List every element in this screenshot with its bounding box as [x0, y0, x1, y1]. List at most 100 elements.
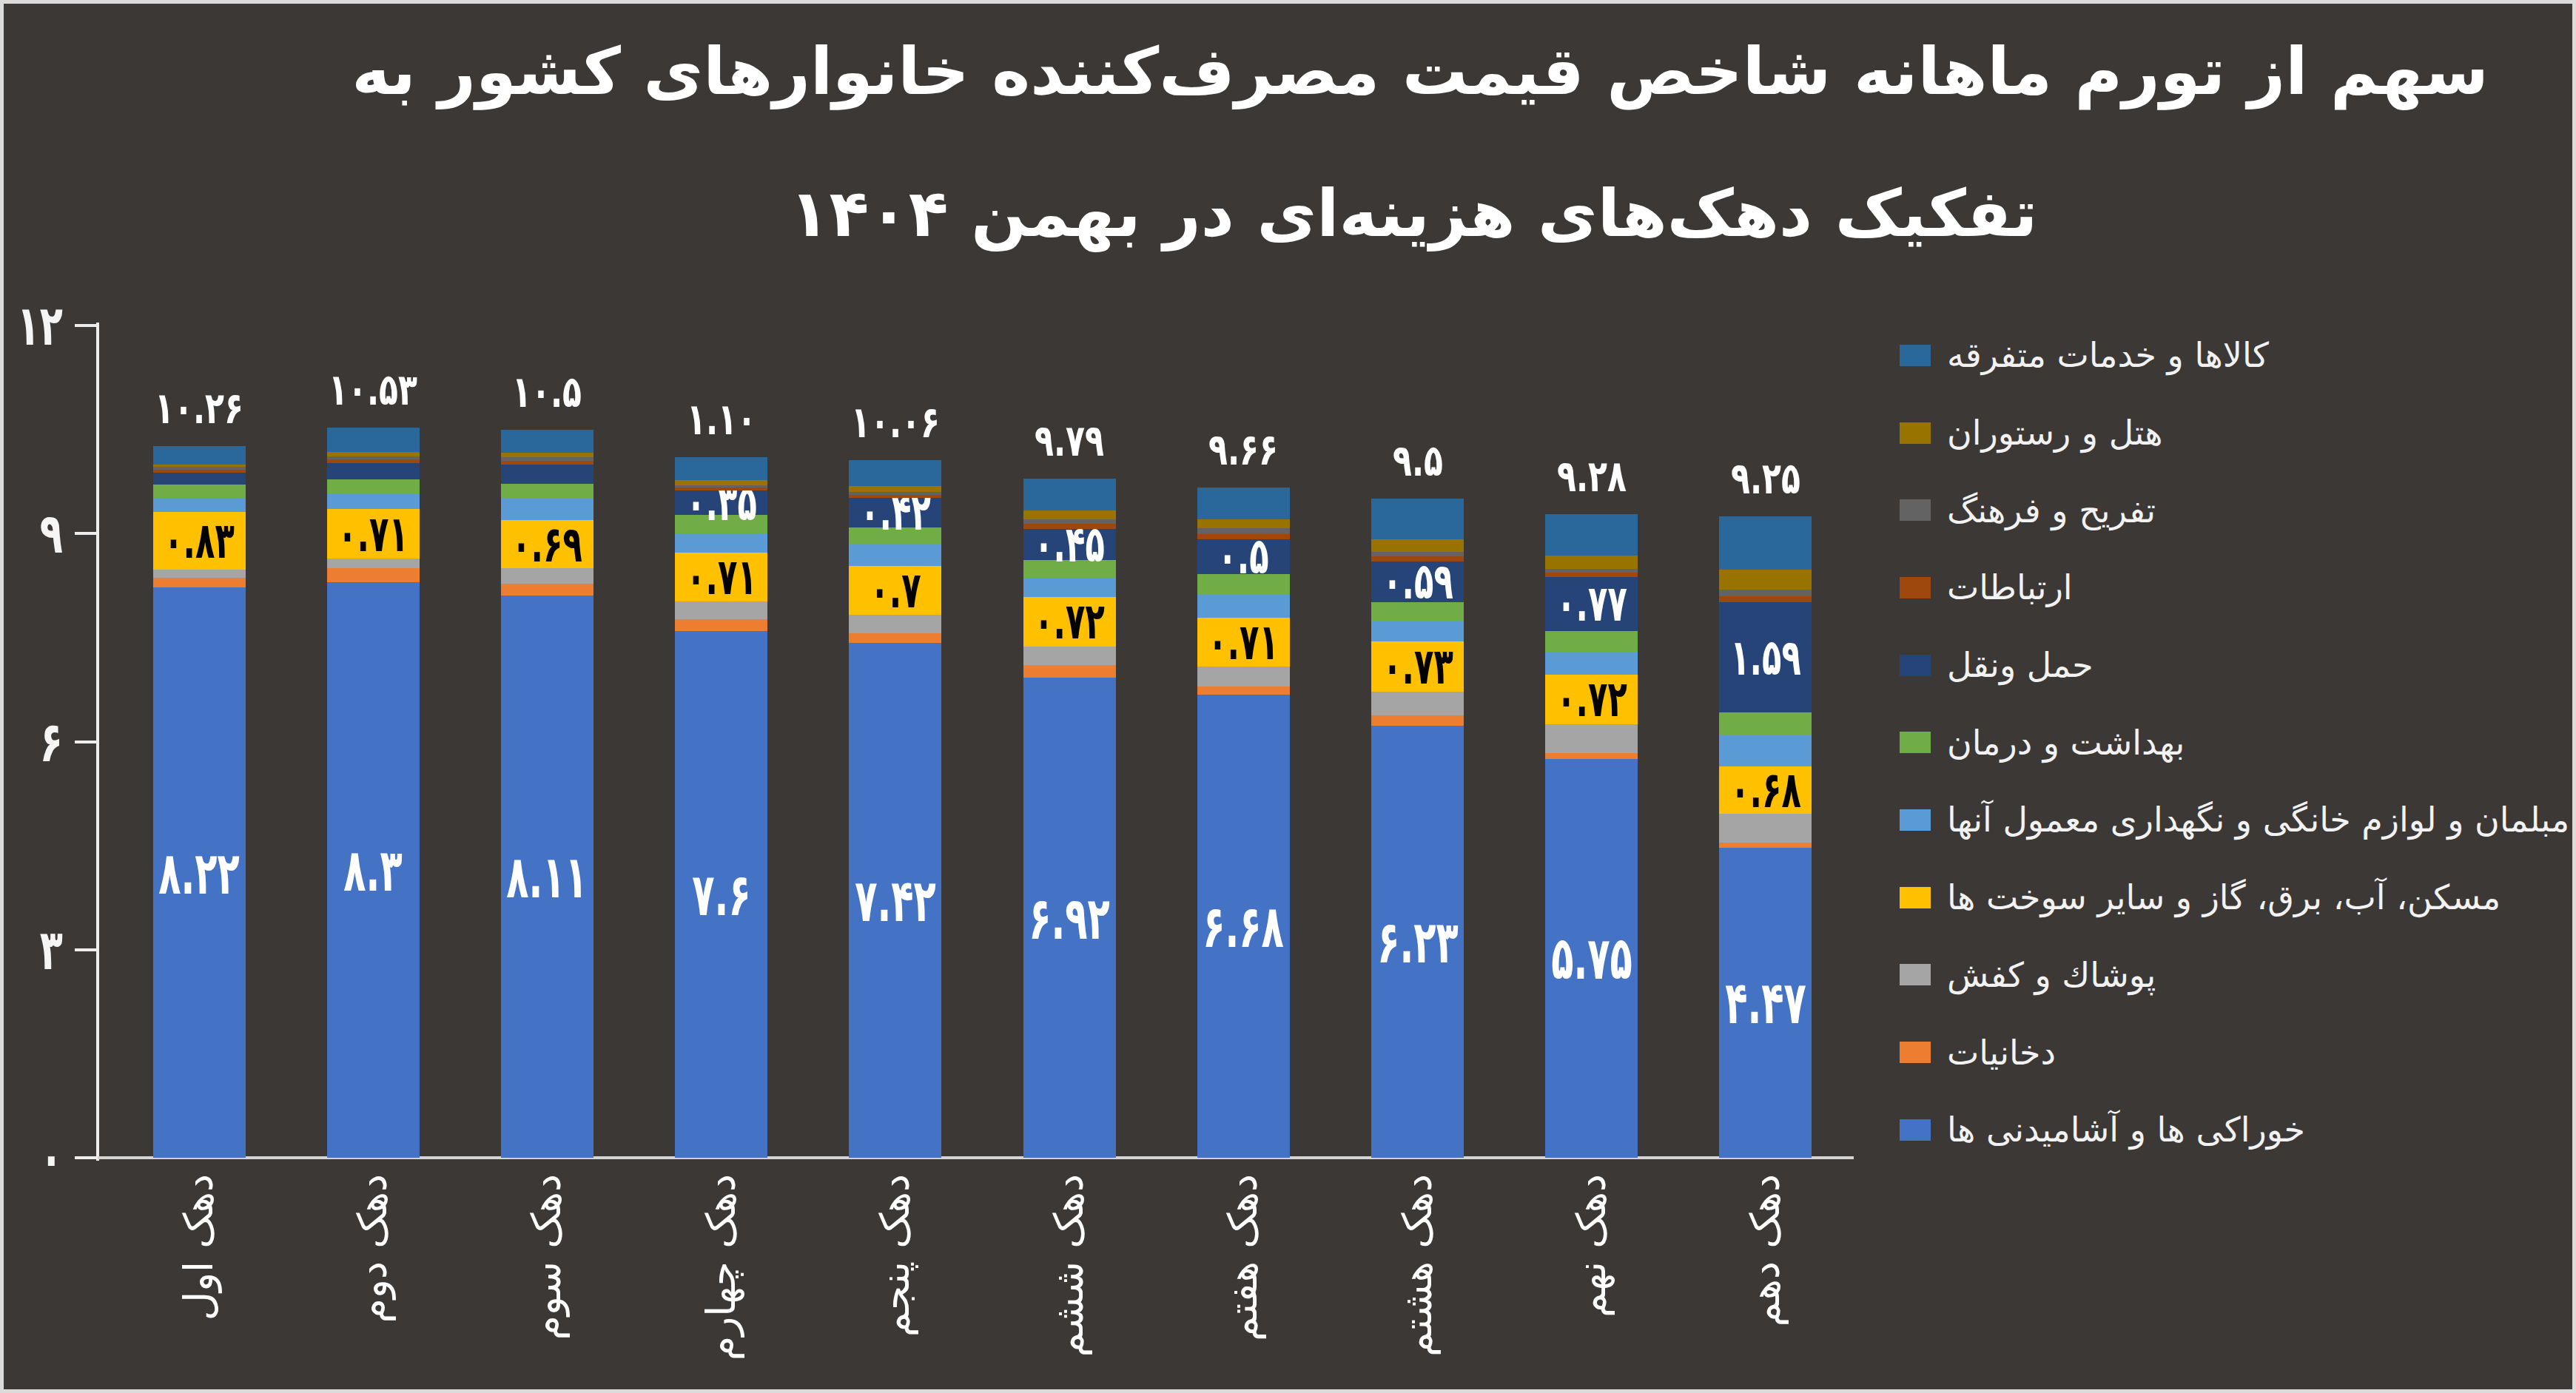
- chart-title-line-2: تفکیک دهک‌های هزینه‌ای در بهمن ۱۴۰۴: [790, 175, 2038, 252]
- bar-segment: [1545, 753, 1638, 759]
- bar-total-label: ۹.۶۶: [1208, 425, 1278, 475]
- legend-swatch: [1900, 964, 1931, 985]
- bar-segment: [849, 544, 941, 566]
- legend-item: کالاها و خدمات متفرقه: [1900, 317, 2569, 394]
- segment-value-label: ۷.۶: [692, 860, 750, 928]
- bar-total-label: ۱۰.۵: [512, 366, 582, 416]
- legend-label: هتل و رستوران: [1947, 413, 2163, 453]
- bar-segment: [1371, 621, 1464, 641]
- bar-segment: [675, 533, 767, 552]
- legend-swatch: [1900, 655, 1931, 676]
- bar-total-label: ۹.۲۸: [1557, 451, 1627, 502]
- bar-segment: [1719, 843, 1812, 848]
- legend-label: پوشاك و كفش: [1947, 955, 2156, 995]
- bar-segment: [327, 428, 420, 452]
- bar-segment: [1197, 687, 1290, 695]
- segment-value-label: ۰.۷۱: [686, 547, 757, 606]
- legend-label: دخانیات: [1947, 1033, 2056, 1073]
- x-axis-category-label: دهک پنجم: [872, 1174, 918, 1337]
- bar-segment: [1197, 595, 1290, 618]
- bar-segment: [675, 457, 767, 480]
- bar-segment: [327, 568, 420, 582]
- legend-swatch: [1900, 577, 1931, 598]
- bar-segment: [153, 470, 246, 473]
- x-axis-category-label: دهک ششم: [1046, 1174, 1092, 1357]
- legend-item: تفریح و فرهنگ: [1900, 471, 2569, 549]
- chart-title-line-1: سهم از تورم ماهانه شاخص قیمت مصرف‌کننده …: [352, 33, 2488, 109]
- bar-segment: [1371, 556, 1464, 561]
- legend-swatch: [1900, 422, 1931, 444]
- bar-segment: [1719, 712, 1812, 735]
- bar-segment: [153, 498, 246, 512]
- bar-segment: [1545, 569, 1638, 573]
- bar-segment: [1023, 510, 1116, 519]
- y-axis-label: ۳: [0, 922, 63, 977]
- bar-total-label: ۹.۵: [1393, 436, 1443, 486]
- bar-segment: [1023, 524, 1116, 529]
- bar-segment: [501, 484, 593, 499]
- bar-segment: [1023, 665, 1116, 678]
- bar-segment: [675, 619, 767, 631]
- bar-total-label: ۱۰.۵۳: [329, 365, 417, 415]
- y-axis-label: ۹: [0, 506, 63, 561]
- segment-value-label: ۶.۹۲: [1029, 883, 1110, 952]
- legend-label: کالاها و خدمات متفرقه: [1947, 335, 2269, 375]
- bar-segment: [1371, 715, 1464, 726]
- bar-segment: [1719, 516, 1812, 570]
- x-axis-category-label: دهک هشتم: [1395, 1174, 1441, 1357]
- bar-segment: [849, 492, 941, 495]
- bar-segment: [1371, 552, 1464, 557]
- x-axis-category-label: دهک نهم: [1569, 1174, 1615, 1318]
- bar-segment: [1197, 488, 1290, 519]
- x-axis-category-label: دهک هفتم: [1220, 1174, 1266, 1341]
- legend-item: مسکن، آب، برق، گاز و سایر سوخت ها: [1900, 859, 2569, 937]
- y-axis-tick: [75, 532, 98, 535]
- segment-value-label: ۸.۲۲: [158, 838, 240, 907]
- legend-label: بهداشت و درمان: [1947, 723, 2185, 763]
- bar-total-label: ۱.۱۰: [687, 394, 756, 445]
- bar-segment: [501, 499, 593, 520]
- segment-value-label: ۴.۴۷: [1725, 968, 1806, 1037]
- bar-segment: [1371, 539, 1464, 552]
- bar-segment: [1197, 534, 1290, 539]
- segment-value-label: ۶.۶۸: [1203, 891, 1284, 960]
- segment-value-label: ۰.۷۱: [337, 505, 408, 563]
- bar-segment: [327, 479, 420, 493]
- segment-value-label: ۱.۵۹: [1730, 628, 1801, 687]
- bar-segment: [501, 453, 593, 458]
- legend: کالاها و خدمات متفرقه هتل و رستوران تفریح …: [1900, 317, 2569, 1169]
- legend-item: بهداشت و درمان: [1900, 704, 2569, 781]
- segment-value-label: ۰.۷: [870, 561, 921, 620]
- x-axis-category-label: دهک دهم: [1743, 1174, 1789, 1326]
- y-axis-tick: [75, 948, 98, 951]
- segment-value-label: ۵.۷۵: [1551, 924, 1632, 993]
- x-axis-category-label: دهک چهارم: [699, 1174, 744, 1360]
- bar-total-label: ۹.۷۹: [1035, 416, 1104, 466]
- chart-page: سهم از تورم ماهانه شاخص قیمت مصرف‌کننده …: [0, 0, 2576, 1393]
- bar-segment: [153, 446, 246, 464]
- segment-value-label: ۰.۷۱: [1208, 613, 1279, 672]
- bar-segment: [153, 485, 246, 499]
- bar-total-label: ۱۰.۲۶: [155, 383, 243, 434]
- bar-segment: [153, 465, 246, 468]
- legend-item: مبلمان و لوازم خانگی و نگهداری معمول آنه…: [1900, 781, 2569, 859]
- bar-segment: [1719, 735, 1812, 766]
- segment-value-label: ۰.۵۹: [1382, 553, 1453, 611]
- bar-segment: [1545, 573, 1638, 578]
- legend-swatch: [1900, 1119, 1931, 1141]
- bar-segment: [849, 495, 941, 499]
- bar-segment: [501, 430, 593, 453]
- segment-value-label: ۷.۴۲: [855, 866, 936, 934]
- legend-swatch: [1900, 887, 1931, 908]
- bar-segment: [1197, 519, 1290, 528]
- bar-segment: [153, 578, 246, 587]
- y-axis-label: ۱۲: [0, 298, 63, 354]
- bar-segment: [1023, 578, 1116, 596]
- bar-segment: [501, 584, 593, 596]
- bar-segment: [153, 473, 246, 485]
- segment-value-label: ۰.۷۳: [1382, 637, 1453, 695]
- legend-swatch: [1900, 732, 1931, 753]
- bar-segment: [1719, 596, 1812, 602]
- x-axis-category-label: دهک دوم: [350, 1174, 396, 1323]
- legend-label: ارتباطات: [1947, 567, 2073, 607]
